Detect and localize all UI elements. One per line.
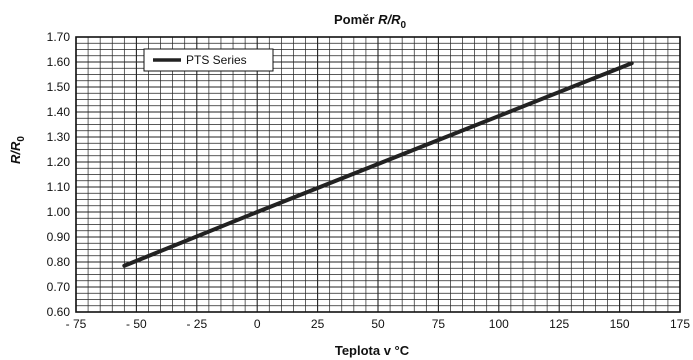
x-tick-label: 25 [311,317,325,331]
y-tick-label: 0.70 [47,280,71,294]
legend-label: PTS Series [186,53,247,67]
chart-title-main: Poměr [334,12,378,27]
y-tick-label: 0.60 [47,305,71,319]
chart-title-var: R/R [378,12,401,27]
y-tick-label: 1.50 [47,80,71,94]
x-tick-label: - 50 [126,317,147,331]
x-axis-label: Teplota v °C [335,343,410,358]
y-tick-label: 1.30 [47,130,71,144]
x-tick-label: 150 [610,317,630,331]
x-tick-label: 100 [489,317,509,331]
x-tick-label: 75 [432,317,446,331]
x-tick-label: 50 [371,317,385,331]
legend-box [143,48,274,72]
x-tick-label: 0 [254,317,261,331]
x-tick-label: - 75 [66,317,87,331]
chart-title-sub: 0 [400,20,406,31]
y-tick-label: 1.60 [47,55,71,69]
x-tick-label: - 25 [186,317,207,331]
y-axis-label: R/R0 [8,136,27,164]
y-tick-label: 1.70 [47,30,71,44]
chart-title: Poměr R/R0 [334,12,406,31]
y-tick-label: 1.10 [47,180,71,194]
series-layer [122,61,634,268]
chart-grid [75,36,681,313]
y-tick-label: 0.80 [47,255,71,269]
y-tick-label: 1.20 [47,155,71,169]
y-tick-label: 1.40 [47,105,71,119]
series-line-pts [122,61,634,268]
y-axis-label-var: R/R [8,141,23,164]
legend: PTS Series [143,48,274,72]
x-tick-label: 125 [549,317,569,331]
y-tick-label: 1.00 [47,205,71,219]
y-tick-label: 0.90 [47,230,71,244]
x-tick-label: 175 [670,317,690,331]
y-axis-label-sub: 0 [16,136,27,142]
plot-frame [75,36,681,313]
tick-labels: - 75 - 50 - 25 0 25 50 75 100 125 150 175 0.60 0.70 0… [47,30,691,331]
